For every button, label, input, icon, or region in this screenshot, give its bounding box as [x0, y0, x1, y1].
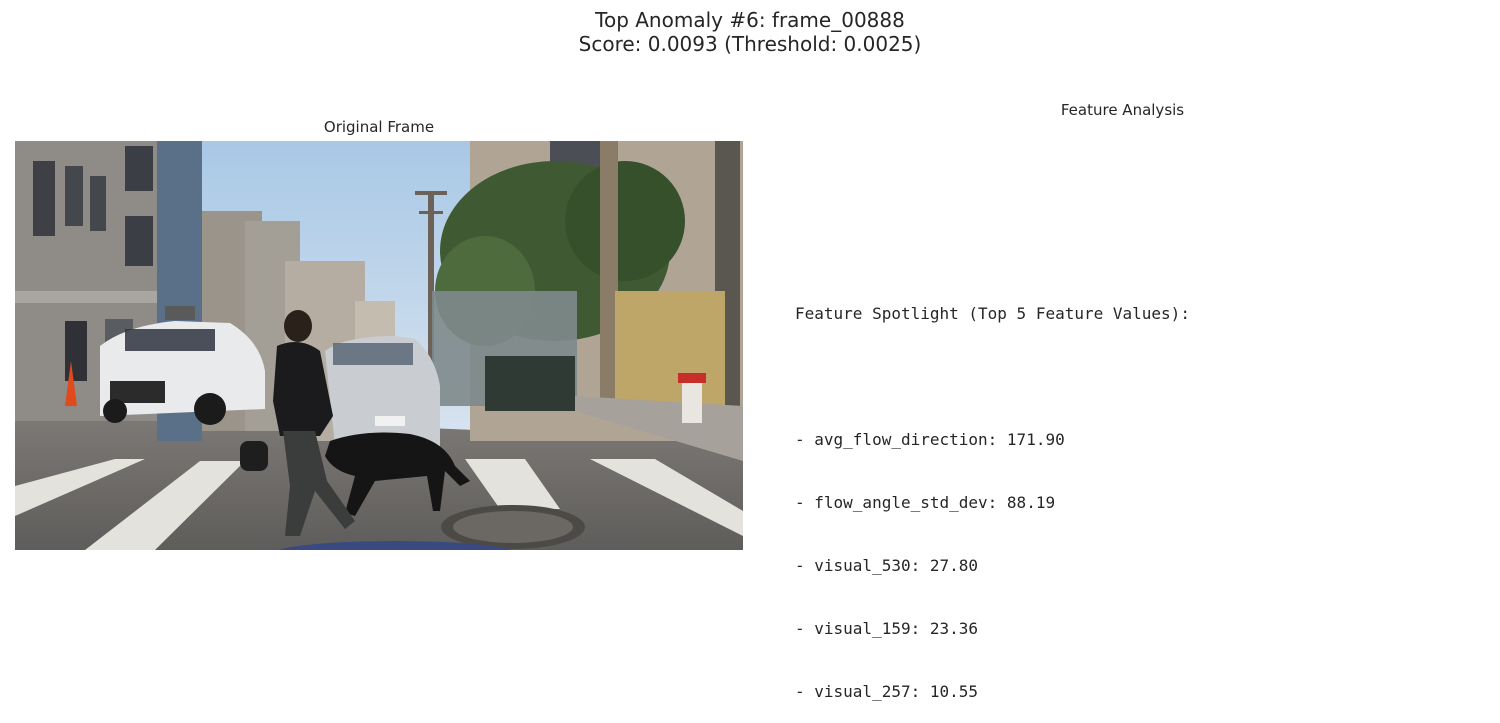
feature-spotlight-heading: Feature Spotlight (Top 5 Feature Values)… — [795, 304, 1190, 323]
crosswalk-stripe — [15, 459, 145, 516]
spacer — [795, 366, 1190, 387]
feature-item: - visual_159: 23.36 — [795, 619, 979, 638]
figure-title-line-1: Top Anomaly #6: frame_00888 — [595, 8, 905, 32]
feature-analysis-title: Feature Analysis — [1060, 101, 1185, 119]
fire-hydrant — [682, 381, 702, 423]
traffic-cone — [65, 361, 77, 406]
original-frame-image — [15, 141, 743, 550]
feature-item: - visual_530: 27.80 — [795, 556, 979, 575]
pole-right — [600, 141, 618, 411]
feature-item: - visual_257: 10.55 — [795, 682, 979, 701]
figure-title: Top Anomaly #6: frame_00888 Score: 0.009… — [0, 8, 1500, 56]
feature-item: - avg_flow_direction: 171.90 — [795, 430, 1065, 449]
original-frame-title: Original Frame — [323, 118, 435, 136]
dog — [325, 432, 470, 516]
utility-pole — [428, 191, 434, 421]
figure-title-line-2: Score: 0.0093 (Threshold: 0.0025) — [578, 32, 922, 56]
feature-spotlight: Feature Spotlight (Top 5 Feature Values)… — [795, 261, 1190, 723]
street-scene-photo — [15, 141, 743, 550]
feature-item: - flow_angle_std_dev: 88.19 — [795, 493, 1056, 512]
pedestrian — [284, 310, 312, 342]
